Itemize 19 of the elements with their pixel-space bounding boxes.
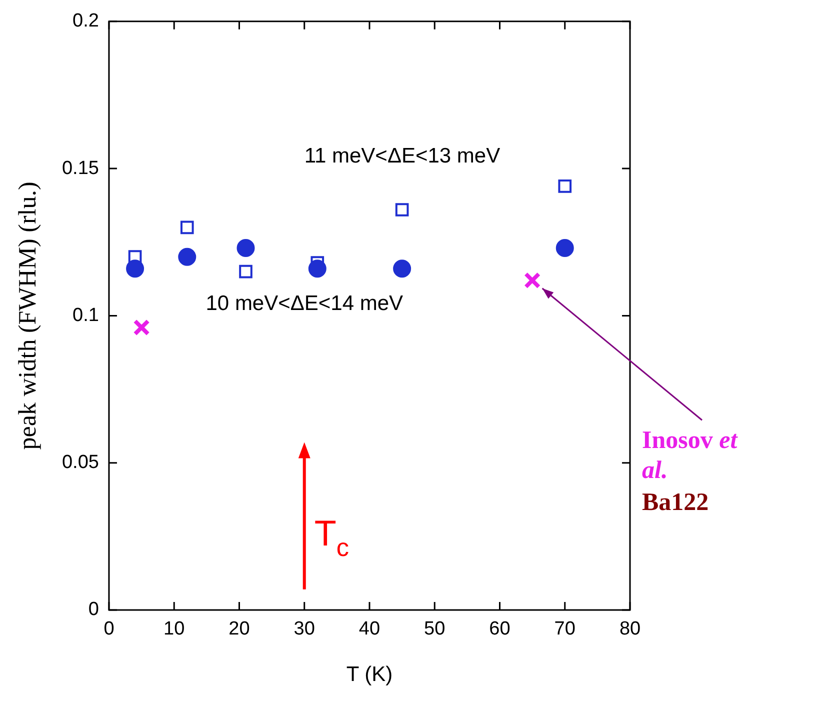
- x-axis-title: T (K): [346, 663, 393, 686]
- x-tick-label: 30: [294, 618, 315, 640]
- text: Inosov et al. Ba122: [642, 427, 738, 516]
- x-tick-label: 60: [489, 618, 510, 640]
- y-tick-label: 0.2: [72, 10, 99, 32]
- x-tick-label: 10: [164, 618, 185, 640]
- x-tick-label: 0: [104, 618, 114, 640]
- y-tick-label: 0.05: [62, 452, 99, 474]
- y-axis-title: peak width (FWHM) (rlu.): [14, 182, 42, 450]
- x-tick-label: 20: [228, 618, 250, 640]
- y-tick-label: 0.1: [72, 304, 99, 326]
- series-label: 10 meV<ΔE<14 meV: [206, 292, 404, 316]
- x-tick-label: 70: [554, 618, 576, 640]
- x-tick-label: 40: [358, 618, 380, 640]
- x-tick-label: 80: [619, 618, 641, 640]
- x-tick-label: 50: [424, 618, 446, 640]
- text: 11 meV<ΔE<13 meV: [304, 144, 500, 168]
- y-tick-label: 0: [88, 599, 99, 620]
- y-tick-label: 0.15: [62, 158, 99, 179]
